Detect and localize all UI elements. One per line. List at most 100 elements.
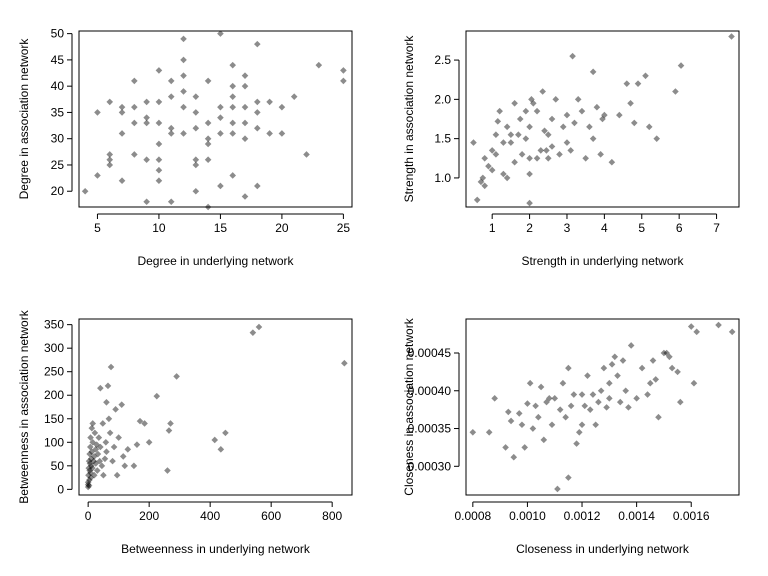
y-tick-label: 2.0 [434, 92, 451, 106]
data-point [677, 398, 684, 406]
data-point [102, 438, 110, 446]
data-point [81, 187, 89, 195]
data-point [90, 457, 97, 465]
data-point [606, 395, 613, 402]
data-point [211, 436, 219, 444]
data-point [687, 323, 695, 330]
data-point [562, 413, 569, 421]
data-point [192, 161, 200, 169]
plot-frame [465, 30, 740, 208]
x-tick-label: 200 [139, 509, 159, 523]
data-point [155, 166, 163, 174]
y-tick-label: 30 [51, 132, 65, 146]
scatter-panel-2: 1 2 3 4 5 6 7 1.0 1.5 2.0 2.5 Strength in underlyin… [402, 30, 740, 268]
data-point [674, 368, 681, 376]
y-tick-label: 45 [51, 53, 65, 67]
data-point [255, 323, 263, 331]
data-point [728, 33, 735, 40]
data-point [521, 444, 528, 451]
data-point [229, 82, 237, 90]
data-point [106, 429, 114, 437]
x-tick-label: 7 [713, 221, 720, 235]
x-tick-label: 4 [601, 221, 608, 235]
data-point [84, 483, 92, 491]
data-point [544, 154, 552, 162]
data-point [87, 434, 94, 441]
data-point [603, 404, 610, 411]
data-point [485, 429, 493, 436]
data-point [97, 384, 104, 392]
y-tick-label: 1.5 [434, 132, 451, 146]
data-point [94, 450, 102, 458]
data-point [543, 398, 550, 406]
x-tick-label: 10 [152, 221, 166, 235]
data-point [180, 130, 187, 137]
data-point [633, 395, 640, 402]
data-point [100, 471, 107, 479]
y-tick-label: 0.00045 [408, 346, 452, 360]
data-point [204, 140, 212, 148]
x-tick-label: 25 [337, 221, 351, 235]
data-point [99, 420, 107, 427]
data-point [180, 88, 187, 95]
data-point [92, 460, 100, 467]
data-point [112, 406, 119, 413]
data-point [118, 103, 126, 111]
data-point [115, 434, 122, 441]
data-point [559, 379, 567, 387]
data-point [601, 111, 608, 119]
data-point [515, 131, 522, 139]
data-point [502, 444, 509, 451]
data-point [143, 119, 150, 127]
data-point [254, 109, 261, 116]
scatter-panel-4: 0.0008 0.0010 0.0012 0.0014 0.0016 0.00030 0.0… [402, 317, 740, 556]
plot-frame [78, 30, 353, 208]
data-point [515, 410, 523, 417]
data-point [155, 119, 163, 127]
data-point [503, 174, 511, 182]
data-point [494, 118, 502, 125]
data-point [627, 99, 634, 107]
y-axis-title: Betweenness in association network [17, 309, 31, 503]
data-point [192, 109, 200, 116]
data-point [167, 93, 175, 100]
data-point [93, 441, 100, 448]
data-point [130, 462, 138, 470]
plot-frame [78, 318, 353, 496]
data-point [86, 476, 93, 484]
data-point [584, 372, 591, 379]
data-point [575, 429, 583, 436]
data-point [131, 119, 138, 127]
data-point [642, 72, 649, 80]
data-point [496, 107, 503, 115]
data-point [526, 123, 533, 131]
x-tick-label: 0.0012 [564, 509, 601, 523]
data-point [488, 147, 496, 154]
data-point [87, 462, 95, 470]
data-point [653, 135, 661, 142]
data-point [94, 172, 101, 179]
data-point [217, 130, 224, 137]
data-point [563, 111, 571, 119]
data-point [597, 151, 604, 158]
data-point [192, 93, 200, 100]
data-point [589, 135, 597, 142]
data-point [89, 420, 97, 427]
data-point [539, 88, 546, 95]
x-tick-label: 15 [214, 221, 228, 235]
data-point [567, 402, 575, 410]
data-point [131, 103, 138, 111]
data-point [121, 462, 129, 470]
data-point [241, 193, 249, 200]
data-point [109, 457, 116, 465]
data-point [526, 379, 534, 387]
data-point [341, 359, 348, 367]
data-point [529, 425, 537, 432]
data-point [131, 77, 138, 85]
data-point [500, 170, 507, 178]
data-point [303, 151, 310, 158]
data-point [254, 98, 261, 106]
data-point [167, 420, 174, 427]
data-point [167, 124, 175, 132]
data-point [619, 357, 627, 364]
